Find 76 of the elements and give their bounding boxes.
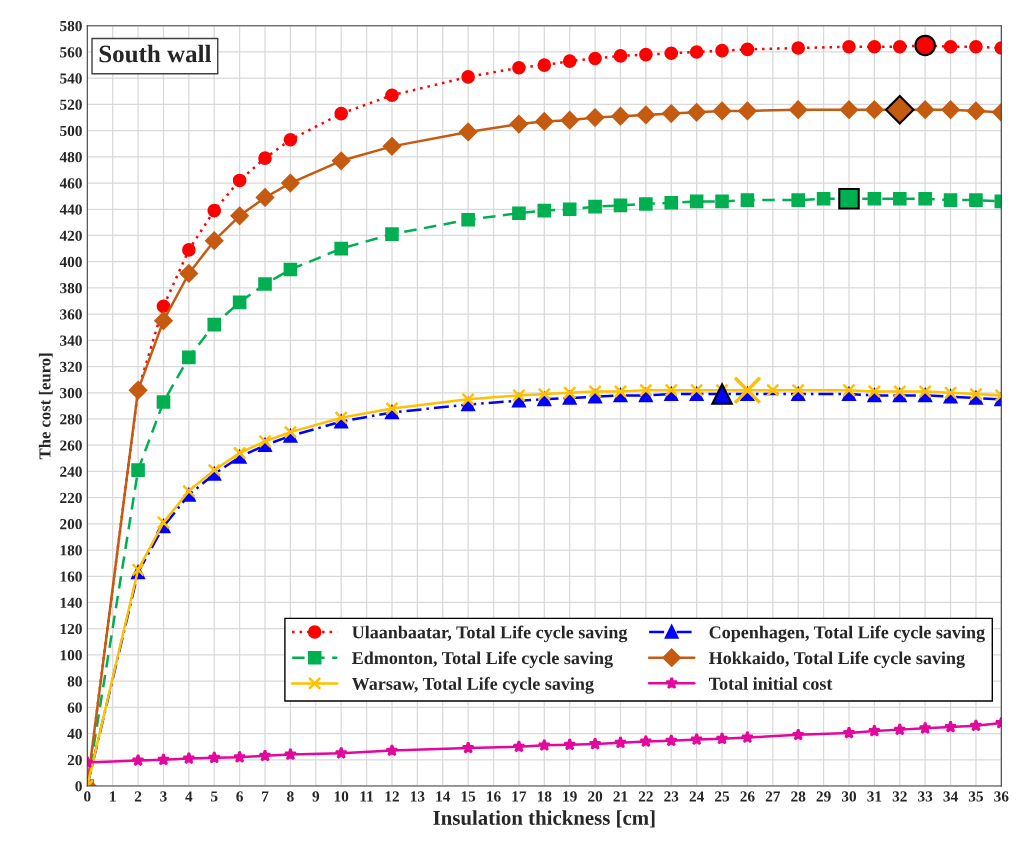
x-tick-label: 18 <box>537 791 552 802</box>
legend-label: Warsaw, Total Life cycle saving <box>351 677 594 694</box>
x-tick-label: 5 <box>211 791 218 802</box>
x-tick-label: 27 <box>765 791 781 802</box>
y-tick-label: 280 <box>60 414 82 425</box>
y-tick-label: 440 <box>59 204 82 215</box>
y-tick-label: 240 <box>60 466 82 477</box>
y-tick-label: 180 <box>60 545 82 556</box>
x-tick-label: 9 <box>312 791 320 802</box>
x-tick-label: 25 <box>715 791 730 802</box>
x-tick-label: 6 <box>236 791 244 802</box>
x-tick-label: 16 <box>487 791 501 802</box>
x-tick-label: 29 <box>816 791 831 802</box>
legend-label: Edmonton, Total Life cycle saving <box>352 651 613 668</box>
x-tick-label: 28 <box>791 791 806 802</box>
y-tick-label: 220 <box>60 492 82 504</box>
y-tick-label: 160 <box>60 571 82 582</box>
x-tick-label: 21 <box>613 791 628 802</box>
x-tick-label: 14 <box>436 791 451 802</box>
x-axis-title: Insulation thickness [cm] <box>433 810 655 828</box>
y-tick-label: 40 <box>67 728 82 740</box>
y-tick-label: 360 <box>60 309 82 320</box>
x-tick-label: 12 <box>385 791 399 802</box>
x-tick-label: 17 <box>512 791 527 802</box>
legend-label: Hokkaido, Total Life cycle saving <box>708 651 965 668</box>
y-tick-label: 260 <box>60 440 82 451</box>
y-tick-label: 320 <box>60 361 82 373</box>
y-tick-label: 500 <box>60 125 82 137</box>
legend-label: Copenhagen, Total Life cycle saving <box>709 625 985 643</box>
y-tick-label: 120 <box>60 623 82 635</box>
x-tick-label: 3 <box>160 791 167 802</box>
x-tick-label: 33 <box>918 791 933 802</box>
x-tick-label: 13 <box>410 791 425 802</box>
x-tick-label: 8 <box>287 791 294 802</box>
y-tick-label: 540 <box>60 73 82 84</box>
x-tick-label: 4 <box>185 791 193 802</box>
x-tick-label: 2 <box>134 791 142 802</box>
y-tick-label: 200 <box>60 518 82 530</box>
y-tick-label: 0 <box>75 781 82 792</box>
x-tick-label: 20 <box>588 791 603 802</box>
y-tick-label: 20 <box>67 754 82 766</box>
y-tick-label: 340 <box>60 335 82 346</box>
x-tick-label: 31 <box>867 791 882 802</box>
x-tick-label: 30 <box>841 791 857 802</box>
y-tick-label: 580 <box>60 20 82 32</box>
y-tick-label: 520 <box>60 99 82 110</box>
x-tick-label: 36 <box>994 791 1009 802</box>
y-tick-label: 400 <box>59 256 82 268</box>
text: South wall <box>99 44 212 63</box>
x-tick-label: 11 <box>360 791 374 802</box>
x-tick-label: 23 <box>664 791 679 802</box>
x-tick-label: 0 <box>84 791 91 802</box>
y-tick-label: 560 <box>60 47 82 58</box>
legend-label: Total initial cost <box>708 677 833 690</box>
y-tick-label: 100 <box>60 650 82 661</box>
legend-label: Ulaanbaatar, Total Life cycle saving <box>352 625 628 643</box>
y-tick-label: 140 <box>60 597 82 608</box>
x-tick-label: 19 <box>563 791 577 802</box>
x-tick-label: 24 <box>689 791 704 802</box>
x-tick-label: 1 <box>110 791 116 802</box>
x-tick-label: 34 <box>943 791 958 802</box>
y-tick-label: 460 <box>59 178 82 189</box>
y-tick-label: 80 <box>67 676 82 687</box>
x-tick-label: 32 <box>892 791 907 802</box>
x-tick-label: 26 <box>740 791 755 802</box>
x-tick-label: 7 <box>262 791 269 802</box>
y-tick-label: 480 <box>59 151 82 163</box>
x-tick-label: 15 <box>461 791 476 802</box>
x-tick-label: 10 <box>334 791 349 802</box>
y-tick-label: 60 <box>67 702 82 713</box>
x-tick-label: 35 <box>968 791 984 802</box>
y-tick-label: 380 <box>60 283 82 294</box>
x-tick-label: 22 <box>638 791 653 802</box>
y-tick-label: 300 <box>60 387 82 399</box>
y-tick-label: 420 <box>59 230 82 241</box>
y-axis-title: The cost [euro] <box>38 353 53 460</box>
